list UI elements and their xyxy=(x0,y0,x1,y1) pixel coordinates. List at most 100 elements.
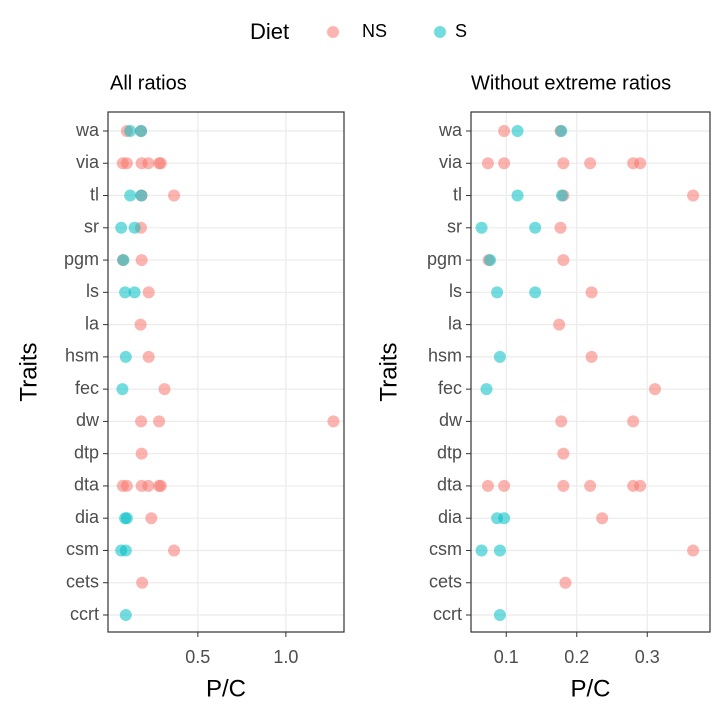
point xyxy=(559,576,572,589)
y-tick-label: wa xyxy=(438,120,463,140)
point xyxy=(687,544,700,557)
y-tick-label: ls xyxy=(449,281,462,301)
y-tick-label: dw xyxy=(439,410,463,430)
point xyxy=(627,415,640,428)
y-tick-label: fec xyxy=(75,378,99,398)
y-tick-label: ccrt xyxy=(433,604,462,624)
y-tick-label: sr xyxy=(447,217,462,237)
panel-title: Without extreme ratios xyxy=(471,72,671,94)
point xyxy=(557,254,570,267)
panel-title: All ratios xyxy=(110,72,187,94)
point xyxy=(481,479,494,492)
x-tick-label: 0.2 xyxy=(564,647,589,667)
point xyxy=(555,415,568,428)
point xyxy=(493,609,506,621)
y-tick-label: csm xyxy=(66,539,99,559)
y-tick-label: dia xyxy=(75,507,100,527)
point xyxy=(557,447,570,460)
y-tick-label: cets xyxy=(66,571,99,591)
y-tick-label: sr xyxy=(84,217,99,237)
point xyxy=(135,447,148,460)
point xyxy=(649,383,662,396)
point xyxy=(154,479,167,492)
legend-marker xyxy=(434,26,446,38)
point xyxy=(117,254,130,267)
y-tick-label: dia xyxy=(438,507,463,527)
x-tick-label: 0.1 xyxy=(494,647,519,667)
point xyxy=(596,512,609,525)
point xyxy=(585,350,598,363)
point xyxy=(557,157,570,170)
y-tick-label: cets xyxy=(429,571,462,591)
legend-title: Diet xyxy=(250,19,289,44)
point xyxy=(491,286,504,299)
point xyxy=(687,189,700,202)
point xyxy=(153,415,166,428)
point xyxy=(142,350,155,363)
point xyxy=(168,544,181,557)
y-tick-label: ls xyxy=(86,281,99,301)
y-tick-label: wa xyxy=(75,120,100,140)
point xyxy=(124,125,137,137)
legend-marker xyxy=(327,26,339,38)
y-tick-label: dta xyxy=(437,475,463,495)
point xyxy=(493,544,506,557)
point xyxy=(142,286,155,299)
point xyxy=(498,479,511,492)
point xyxy=(120,512,133,525)
y-tick-label: hsm xyxy=(428,346,462,366)
point xyxy=(142,479,155,492)
point xyxy=(584,479,597,492)
point xyxy=(168,189,181,202)
point xyxy=(634,157,647,170)
point xyxy=(128,286,141,299)
point xyxy=(511,189,524,202)
y-tick-label: la xyxy=(448,313,463,333)
point xyxy=(475,544,488,557)
y-tick-label: ccrt xyxy=(70,604,99,624)
point xyxy=(135,189,148,202)
point xyxy=(119,350,132,363)
point xyxy=(498,125,511,137)
x-axis-title: P/C xyxy=(206,675,246,702)
point xyxy=(555,125,568,137)
y-tick-label: pgm xyxy=(64,249,99,269)
y-tick-label: csm xyxy=(429,539,462,559)
point xyxy=(128,221,141,234)
point xyxy=(135,125,148,137)
panel-border xyxy=(470,111,711,633)
point xyxy=(145,512,158,525)
plot-background xyxy=(471,112,710,632)
point xyxy=(634,479,647,492)
point xyxy=(480,383,493,396)
point xyxy=(124,189,137,202)
point xyxy=(585,286,598,299)
point xyxy=(511,125,524,137)
y-tick-label: dtp xyxy=(74,442,99,462)
point xyxy=(136,576,149,589)
point xyxy=(115,221,128,234)
point xyxy=(135,254,148,267)
point xyxy=(475,221,488,234)
point xyxy=(142,157,155,170)
point xyxy=(154,157,167,170)
point xyxy=(555,189,568,202)
y-axis-title: Traits xyxy=(15,342,42,401)
x-tick-label: 1.0 xyxy=(273,647,298,667)
point xyxy=(529,286,542,299)
x-tick-label: 0.5 xyxy=(185,647,210,667)
point xyxy=(553,318,566,331)
x-axis-title: P/C xyxy=(570,675,610,702)
legend-label: NS xyxy=(362,21,387,41)
y-tick-label: tl xyxy=(90,184,99,204)
point xyxy=(120,157,133,170)
y-tick-label: dw xyxy=(76,410,100,430)
y-tick-label: via xyxy=(76,152,100,172)
point xyxy=(554,221,567,234)
point xyxy=(134,318,147,331)
y-tick-label: via xyxy=(439,152,463,172)
y-tick-label: tl xyxy=(453,184,462,204)
point xyxy=(498,157,511,170)
point xyxy=(493,350,506,363)
